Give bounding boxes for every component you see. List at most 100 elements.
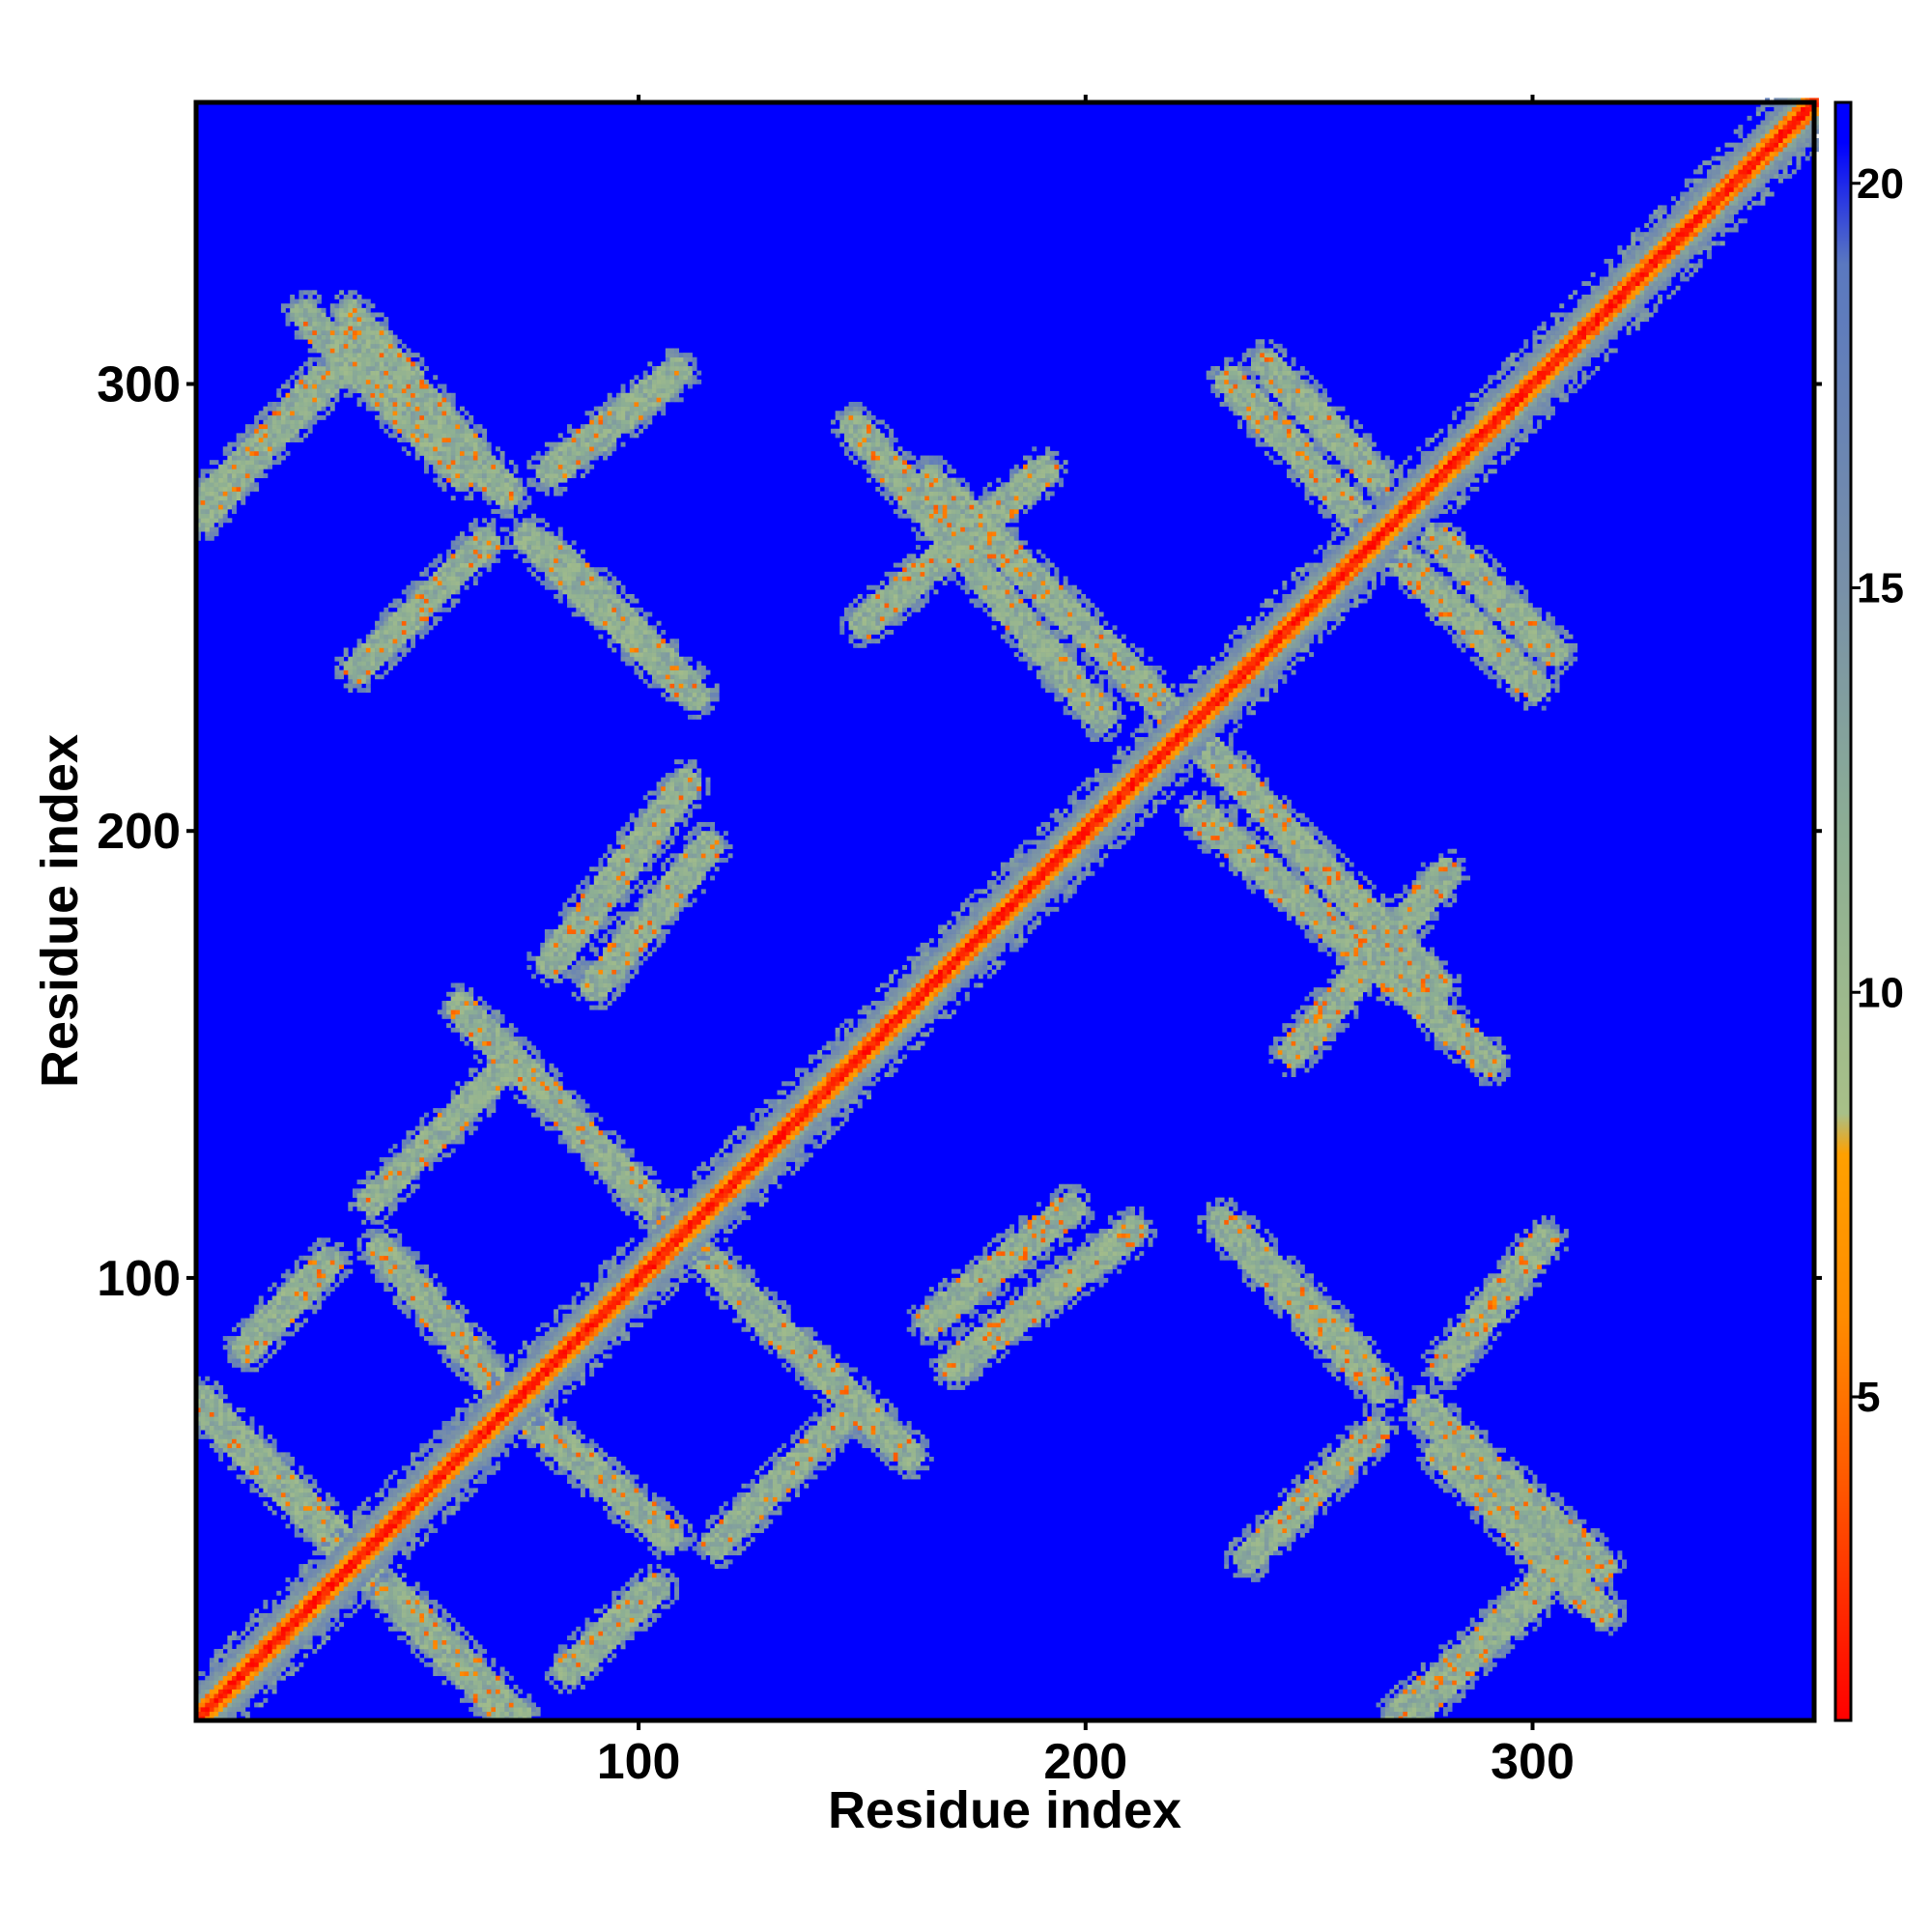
heatmap-cell xyxy=(329,379,335,384)
heatmap-cell xyxy=(411,1469,416,1475)
heatmap-cell xyxy=(258,1340,264,1346)
heatmap-cell xyxy=(356,1179,362,1185)
heatmap-cell xyxy=(460,1309,465,1315)
heatmap-cell xyxy=(414,1653,420,1659)
heatmap-cell xyxy=(244,1639,250,1645)
heatmap-cell xyxy=(419,361,425,367)
heatmap-cell xyxy=(446,1675,452,1681)
heatmap-cell xyxy=(477,1403,483,1408)
heatmap-cell xyxy=(423,446,429,452)
heatmap-cell xyxy=(244,1443,250,1449)
heatmap-cell xyxy=(469,1098,474,1104)
heatmap-cell xyxy=(464,576,469,582)
heatmap-cell xyxy=(343,666,349,670)
heatmap-cell xyxy=(316,1488,322,1493)
heatmap-cell xyxy=(218,1389,224,1395)
heatmap-cell xyxy=(455,477,461,483)
heatmap-cell xyxy=(307,1608,313,1614)
heatmap-cell xyxy=(352,298,357,304)
heatmap-cell xyxy=(450,1617,456,1623)
heatmap-cell xyxy=(379,1170,384,1176)
heatmap-cell xyxy=(477,1013,483,1019)
heatmap-cell xyxy=(433,1666,439,1672)
heatmap-cell xyxy=(469,1671,474,1677)
heatmap-cell xyxy=(375,652,381,658)
heatmap-cell xyxy=(205,1425,211,1431)
heatmap-cell xyxy=(321,1590,327,1596)
heatmap-cell xyxy=(477,1362,483,1368)
heatmap-cell xyxy=(321,334,327,340)
heatmap-cell xyxy=(428,1648,434,1654)
heatmap-cell xyxy=(205,1384,211,1390)
heatmap-cell xyxy=(496,1040,500,1046)
heatmap-cell xyxy=(379,1206,384,1211)
heatmap-cell xyxy=(411,392,416,398)
heatmap-cell xyxy=(339,375,344,381)
heatmap-cell xyxy=(460,1469,465,1475)
heatmap-cell xyxy=(464,1662,469,1667)
heatmap-cell xyxy=(392,1577,398,1582)
heatmap-cell xyxy=(491,1384,497,1390)
heatmap-cell xyxy=(303,1626,308,1632)
heatmap-cell xyxy=(450,1013,456,1019)
heatmap-cell xyxy=(464,1693,469,1699)
heatmap-cell xyxy=(464,1411,469,1417)
heatmap-cell xyxy=(303,1268,308,1274)
heatmap-cell xyxy=(406,1255,412,1261)
heatmap-cell xyxy=(401,1264,407,1269)
heatmap-cell xyxy=(406,589,412,595)
heatmap-cell xyxy=(486,562,492,568)
heatmap-cell xyxy=(232,1452,237,1458)
heatmap-cell xyxy=(209,1411,214,1417)
heatmap-cell xyxy=(496,1054,500,1060)
heatmap-cell xyxy=(423,411,429,416)
heatmap-cell xyxy=(298,1273,304,1279)
heatmap-cell xyxy=(441,1515,447,1520)
heatmap-cell xyxy=(406,1170,412,1176)
heatmap-cell xyxy=(437,406,442,412)
heatmap-cell xyxy=(352,1202,357,1208)
heatmap-cell xyxy=(419,1461,425,1466)
heatmap-cell xyxy=(414,1528,420,1533)
heatmap-cell xyxy=(352,379,357,384)
heatmap-cell xyxy=(384,620,389,626)
heatmap-cell xyxy=(343,1528,349,1533)
heatmap-cell xyxy=(491,1094,497,1100)
heatmap-cell xyxy=(298,1573,304,1578)
heatmap-cell xyxy=(387,1532,393,1538)
heatmap-cell xyxy=(441,1666,447,1672)
heatmap-cell xyxy=(268,464,272,469)
heatmap-cell xyxy=(263,1336,269,1341)
heatmap-cell xyxy=(268,1457,272,1462)
heatmap-cell xyxy=(379,1255,384,1261)
heatmap-cell xyxy=(460,1108,465,1114)
heatmap-cell xyxy=(446,1331,452,1337)
heatmap-cell xyxy=(469,1411,474,1417)
heatmap-cell xyxy=(222,482,228,488)
heatmap-cell xyxy=(477,441,483,447)
heatmap-cell xyxy=(477,1653,483,1659)
heatmap-cell xyxy=(450,1474,456,1480)
heatmap-cell xyxy=(433,455,439,461)
heatmap-cell xyxy=(437,581,442,586)
heatmap-cell xyxy=(290,1461,296,1466)
heatmap-cell xyxy=(414,1304,420,1310)
heatmap-cell xyxy=(375,1612,381,1618)
heatmap-cell xyxy=(222,1420,228,1426)
heatmap-cell xyxy=(411,603,416,609)
heatmap-cell xyxy=(268,1680,272,1686)
heatmap-cell xyxy=(326,1595,331,1601)
heatmap-cell xyxy=(334,397,340,403)
heatmap-cell xyxy=(263,424,269,430)
heatmap-cell xyxy=(482,540,488,546)
heatmap-cell xyxy=(401,1541,407,1547)
heatmap-cell xyxy=(441,419,447,425)
heatmap-cell xyxy=(343,356,349,362)
heatmap-cell xyxy=(464,1496,469,1502)
heatmap-cell xyxy=(477,549,483,554)
heatmap-cell xyxy=(352,353,357,358)
heatmap-cell xyxy=(469,562,474,568)
heatmap-cell xyxy=(441,1461,447,1466)
heatmap-cell xyxy=(285,433,291,439)
heatmap-cell xyxy=(352,1600,357,1605)
